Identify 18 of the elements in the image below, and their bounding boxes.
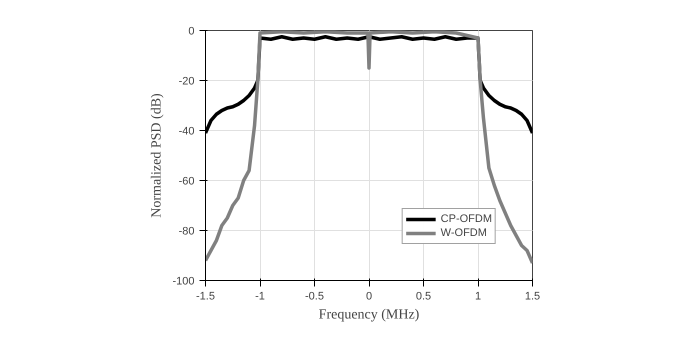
y-axis-title: Normalized PSD (dB) — [149, 92, 164, 218]
y-tick-label: -60 — [178, 176, 195, 188]
y-tick-label: -80 — [178, 226, 195, 238]
line-series — [206, 30, 532, 265]
legend-label: W-OFDM — [440, 226, 487, 240]
y-tick-label: -40 — [178, 126, 195, 138]
legend-label: CP-OFDM — [440, 212, 492, 226]
y-tick-label: -100 — [172, 276, 195, 288]
y-tick-label: -20 — [178, 76, 195, 88]
x-tick-label: 0 — [366, 290, 372, 302]
x-tick-label: -1.5 — [196, 290, 215, 302]
x-tick-label: 1 — [474, 290, 482, 302]
x-axis-title: Frequency (MHz) — [318, 308, 420, 322]
x-tick-label: -0.5 — [305, 290, 324, 302]
x-tick-label: 0.5 — [416, 290, 432, 302]
y-tick-label: 0 — [188, 26, 195, 38]
x-tick-label: 1.5 — [524, 290, 540, 302]
x-tick-label: -1 — [255, 290, 265, 302]
